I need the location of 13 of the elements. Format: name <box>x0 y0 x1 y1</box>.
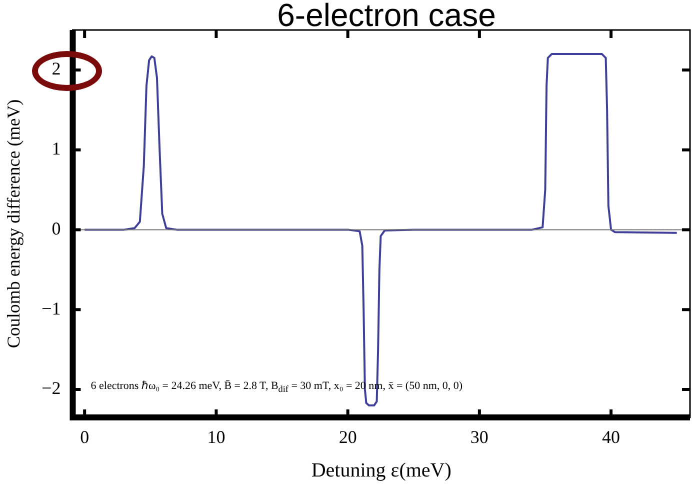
x-tick-label: 0 <box>80 426 90 447</box>
y-tick-label: 2 <box>52 58 61 79</box>
y-tick-label: −2 <box>42 378 61 398</box>
x-tick-label: 40 <box>602 426 620 447</box>
x-tick-label: 20 <box>338 426 357 447</box>
chart-title: 6-electron case <box>276 0 497 33</box>
x-axis-title: Detuning ε(meV) <box>311 459 452 482</box>
x-tick-label: 30 <box>470 426 488 447</box>
y-tick-label: 0 <box>52 218 61 238</box>
y-axis-title: Coulomb energy difference (meV) <box>4 99 24 348</box>
y-tick-label: −1 <box>42 298 61 318</box>
y-tick-label: 1 <box>52 138 61 159</box>
x-tick-label: 10 <box>207 426 226 447</box>
